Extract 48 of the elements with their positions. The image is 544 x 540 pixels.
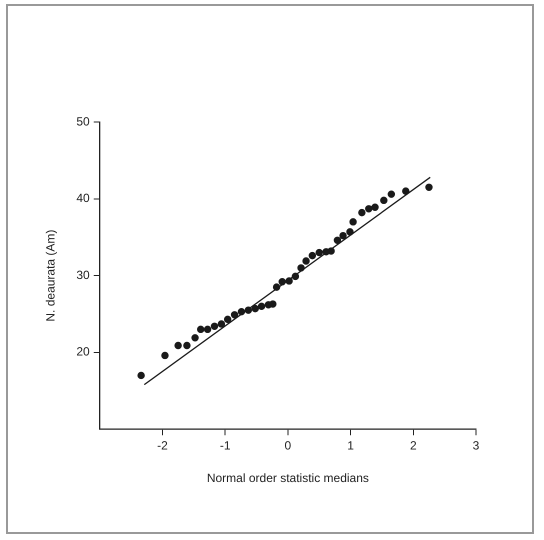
point <box>339 232 347 240</box>
point <box>137 372 145 380</box>
point <box>297 264 305 272</box>
point <box>269 300 277 308</box>
point <box>316 248 323 256</box>
point <box>365 205 372 212</box>
x-tick-label: -2 <box>157 438 168 453</box>
point <box>244 306 252 314</box>
point <box>174 342 182 350</box>
point <box>302 257 310 265</box>
point <box>204 326 212 334</box>
point <box>346 228 354 236</box>
point <box>272 283 280 291</box>
point <box>224 316 232 324</box>
point <box>308 252 316 260</box>
point <box>218 320 226 328</box>
x-tick-label: 3 <box>472 438 480 453</box>
y-tick-label: 40 <box>76 191 90 206</box>
y-tick-label: 20 <box>76 344 90 359</box>
point <box>278 278 286 286</box>
point <box>285 277 293 285</box>
point <box>425 184 433 191</box>
x-axis-title: Normal order statistic medians <box>206 471 369 486</box>
x-tick-label: 1 <box>347 438 354 453</box>
point <box>197 326 204 334</box>
point <box>230 311 238 318</box>
point <box>380 196 388 204</box>
point <box>349 218 357 226</box>
point <box>358 208 366 216</box>
x-tick-label: 0 <box>284 438 292 453</box>
point <box>161 352 169 360</box>
point <box>183 342 191 350</box>
y-tick-label: 30 <box>76 268 90 282</box>
point <box>402 187 410 195</box>
point <box>191 334 199 342</box>
point <box>371 204 379 211</box>
point <box>252 304 259 312</box>
x-tick-label: -1 <box>220 438 231 453</box>
x-tick-label: 2 <box>410 438 417 453</box>
point <box>258 302 266 310</box>
point <box>334 236 342 244</box>
y-axis-title: N. deaurata (Am) <box>44 230 58 322</box>
point <box>388 190 396 198</box>
point <box>292 272 300 280</box>
point <box>238 308 246 316</box>
point <box>327 247 335 255</box>
point <box>210 322 218 330</box>
y-tick-label: 50 <box>76 114 90 128</box>
